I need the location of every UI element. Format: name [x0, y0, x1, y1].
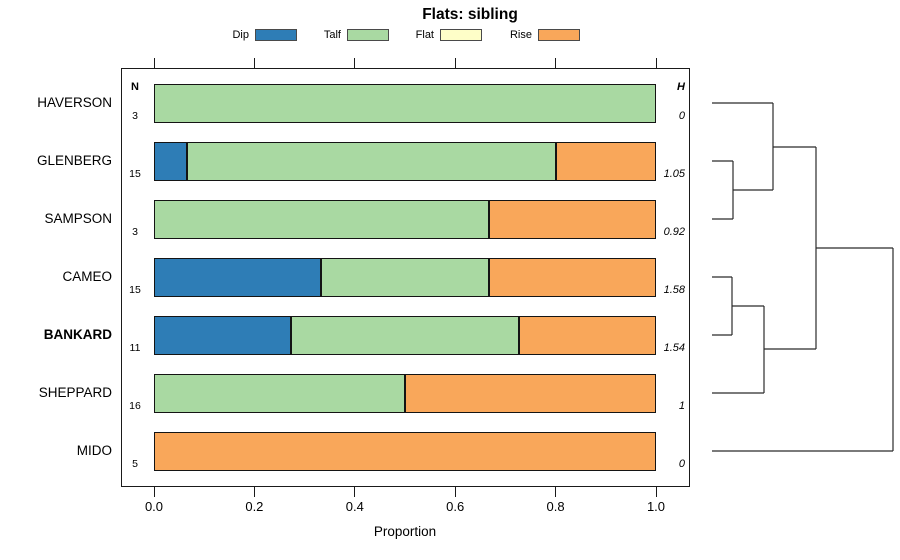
x-axis-tick-bottom	[253, 487, 256, 497]
n-value: 15	[129, 167, 141, 180]
bar-segment-talf	[290, 315, 520, 355]
bar-segment-rise	[405, 373, 656, 413]
x-axis-tick-label: 0.4	[345, 499, 364, 514]
bar-segment-rise	[154, 431, 656, 471]
bar-row-sampson	[154, 199, 656, 239]
h-value: 0	[678, 109, 685, 122]
legend-swatch-dip	[255, 29, 297, 41]
h-value: 1.05	[663, 167, 685, 180]
legend-label: Talf	[323, 29, 341, 41]
x-axis-tick-label: 1.0	[646, 499, 666, 514]
bar-segment-rise	[519, 315, 656, 355]
x-axis-tick-top	[454, 58, 456, 68]
h-value: 0.92	[663, 225, 685, 238]
x-axis-tick-top	[555, 58, 557, 68]
category-label-cameo: CAMEO	[62, 269, 112, 284]
x-axis-tick-bottom	[555, 487, 557, 497]
x-axis-tick-bottom	[655, 487, 657, 497]
n-value: 15	[129, 283, 141, 296]
chart-title: Flats: sibling	[422, 6, 518, 23]
legend-swatch-rise	[538, 29, 580, 41]
h-value: 1	[678, 399, 685, 412]
category-label-glenberg: GLENBERG	[36, 153, 112, 168]
category-label-bankard: BANKARD	[43, 327, 112, 342]
x-axis-tick-top	[153, 58, 155, 68]
category-label-mido: MIDO	[76, 443, 112, 458]
bar-segment-dip	[154, 315, 291, 355]
legend-label: Flat	[415, 29, 434, 41]
x-axis-tick-bottom	[354, 487, 356, 497]
n-value: 16	[129, 399, 141, 412]
x-axis-tick-top	[655, 58, 657, 68]
bar-segment-dip	[154, 141, 188, 181]
plot-area	[121, 68, 690, 487]
category-label-haverson: HAVERSON	[37, 95, 112, 110]
x-axis-tick-label: 0.8	[546, 499, 565, 514]
bar-row-mido	[154, 431, 656, 471]
bar-row-sheppard	[154, 373, 656, 413]
n-column-header: N	[131, 81, 139, 93]
legend-label: Dip	[232, 29, 249, 41]
x-axis-tick-top	[354, 58, 356, 68]
bar-row-bankard	[154, 315, 656, 355]
n-value: 11	[129, 341, 141, 354]
bar-segment-rise	[488, 257, 656, 297]
x-axis-tick-label: 0.2	[245, 499, 264, 514]
bar-segment-rise	[555, 141, 656, 181]
bar-row-haverson	[154, 83, 656, 123]
h-value: 0	[678, 457, 685, 470]
n-value: 3	[132, 109, 138, 122]
n-value: 3	[132, 225, 138, 238]
bar-segment-talf	[154, 83, 656, 123]
legend-label: Rise	[509, 29, 532, 41]
category-label-sheppard: SHEPPARD	[38, 385, 112, 400]
legend-swatch-talf	[347, 29, 389, 41]
x-axis-tick-top	[253, 58, 256, 68]
h-value: 1.58	[663, 283, 685, 296]
h-value: 1.54	[663, 341, 685, 354]
x-axis-tick-label: 0.6	[446, 499, 465, 514]
x-axis-tick-bottom	[153, 487, 155, 497]
x-axis-tick-bottom	[454, 487, 456, 497]
bar-row-cameo	[154, 257, 656, 297]
bar-segment-talf	[154, 373, 405, 413]
bar-row-glenberg	[154, 141, 656, 181]
bar-segment-rise	[488, 199, 656, 239]
x-axis-tick-label: 0.0	[144, 499, 164, 514]
x-axis-title: Proportion	[373, 524, 437, 539]
bar-segment-talf	[321, 257, 489, 297]
bar-segment-talf	[187, 141, 556, 181]
legend-swatch-flat	[440, 29, 482, 41]
category-label-sampson: SAMPSON	[44, 211, 112, 226]
h-column-header: H	[677, 81, 685, 93]
bar-segment-dip	[154, 257, 322, 297]
n-value: 5	[132, 457, 138, 470]
bar-segment-talf	[154, 199, 489, 239]
